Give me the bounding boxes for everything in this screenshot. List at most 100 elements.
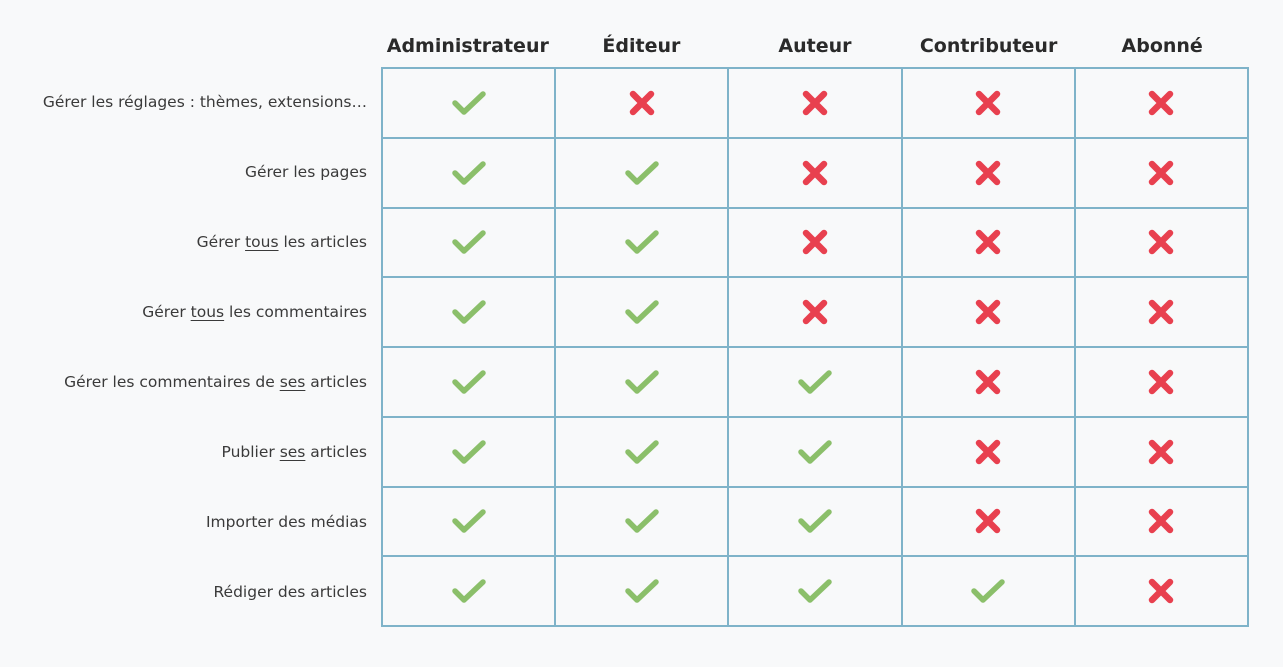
- permission-cell-contributeur: [900, 136, 1076, 209]
- table-row: [380, 346, 1250, 418]
- permission-cell-auteur: [727, 485, 903, 558]
- column-header-administrateur: Administrateur: [386, 35, 549, 57]
- check-icon: [624, 230, 660, 255]
- row-label: Gérer les pages: [0, 137, 367, 207]
- permission-cell-administrateur: [380, 136, 557, 209]
- column-header-contributeur: Contributeur: [919, 35, 1058, 57]
- column-headers: Administrateur Éditeur Auteur Contributeur A…: [381, 30, 1249, 62]
- cross-icon: [801, 230, 829, 255]
- permission-cell-abonne: [1073, 555, 1250, 627]
- row-label: Rédiger des articles: [0, 557, 367, 627]
- permission-cell-editeur: [554, 276, 730, 348]
- check-icon: [970, 579, 1006, 603]
- permission-cell-abonne: [1073, 67, 1250, 139]
- permission-cell-auteur: [727, 136, 903, 209]
- permission-cell-contributeur: [900, 485, 1076, 558]
- row-label-text: Gérer: [142, 303, 191, 321]
- row-label-text: Gérer les commentaires de: [64, 373, 280, 391]
- row-label-text: Publier: [221, 443, 280, 461]
- permission-cell-contributeur: [900, 276, 1076, 348]
- row-label: Gérer tous les commentaires: [0, 277, 367, 347]
- cross-icon: [974, 509, 1002, 534]
- permission-cell-administrateur: [380, 67, 557, 139]
- row-label-text: les commentaires: [224, 303, 367, 321]
- permission-cell-auteur: [727, 276, 903, 348]
- check-icon: [797, 509, 833, 534]
- cross-icon: [1147, 509, 1175, 534]
- permissions-table: [380, 67, 1250, 627]
- row-label-emphasis: tous: [245, 233, 279, 251]
- cross-icon: [1147, 90, 1175, 116]
- permission-cell-abonne: [1073, 206, 1250, 279]
- permission-cell-abonne: [1073, 276, 1250, 348]
- check-icon: [624, 370, 660, 394]
- table-row: [380, 67, 1250, 139]
- check-icon: [624, 579, 660, 603]
- check-icon: [451, 230, 487, 255]
- cross-icon: [974, 439, 1002, 464]
- row-label-text: Gérer les pages: [244, 163, 367, 181]
- row-label: Gérer les commentaires de ses articles: [0, 347, 367, 417]
- permission-cell-editeur: [554, 136, 730, 209]
- row-label-text: Gérer les réglages : thèmes, extensions…: [42, 93, 367, 111]
- row-label: Gérer les réglages : thèmes, extensions…: [0, 67, 367, 137]
- cross-icon: [1147, 578, 1175, 604]
- cross-icon: [974, 230, 1002, 255]
- row-label-emphasis: ses: [279, 443, 306, 461]
- table-row: [380, 276, 1250, 348]
- row-label-emphasis: ses: [279, 373, 306, 391]
- table-row: [380, 485, 1250, 558]
- row-label-text: les articles: [278, 233, 367, 251]
- row-label-emphasis: tous: [190, 303, 225, 321]
- permission-cell-contributeur: [900, 555, 1076, 627]
- cross-icon: [974, 90, 1002, 116]
- row-label-text: Importer des médias: [205, 513, 367, 531]
- table-row: [380, 555, 1250, 627]
- check-icon: [797, 370, 833, 394]
- permission-cell-administrateur: [380, 485, 557, 558]
- cross-icon: [1147, 369, 1175, 395]
- cross-icon: [801, 299, 829, 325]
- check-icon: [451, 160, 487, 185]
- permission-cell-administrateur: [380, 415, 557, 488]
- column-header-editeur: Éditeur: [602, 35, 681, 57]
- check-icon: [451, 439, 487, 464]
- permission-cell-abonne: [1073, 136, 1250, 209]
- permission-cell-auteur: [727, 555, 903, 627]
- check-icon: [451, 300, 487, 324]
- cross-icon: [1147, 160, 1175, 185]
- cross-icon: [801, 90, 829, 116]
- check-icon: [451, 370, 487, 394]
- check-icon: [624, 160, 660, 185]
- row-label-text: articles: [305, 443, 367, 461]
- check-icon: [797, 579, 833, 603]
- check-icon: [451, 91, 487, 115]
- permission-cell-editeur: [554, 206, 730, 279]
- check-icon: [624, 439, 660, 464]
- column-header-abonne: Abonné: [1121, 35, 1203, 57]
- permission-cell-administrateur: [380, 555, 557, 627]
- check-icon: [797, 439, 833, 464]
- permission-cell-contributeur: [900, 346, 1076, 418]
- check-icon: [451, 509, 487, 534]
- check-icon: [451, 579, 487, 603]
- cross-icon: [1147, 299, 1175, 325]
- row-label: Publier ses articles: [0, 417, 368, 487]
- table-row: [380, 415, 1250, 488]
- permission-cell-editeur: [554, 67, 730, 139]
- row-label: Gérer tous les articles: [0, 207, 367, 277]
- column-header-auteur: Auteur: [778, 35, 852, 57]
- cross-icon: [974, 299, 1002, 325]
- permission-cell-administrateur: [380, 276, 557, 348]
- table-row: [380, 206, 1250, 279]
- cross-icon: [1147, 230, 1175, 255]
- permission-cell-auteur: [727, 206, 903, 279]
- check-icon: [624, 300, 660, 324]
- permission-cell-contributeur: [900, 415, 1076, 488]
- cross-icon: [1147, 439, 1175, 464]
- row-label-text: Gérer: [196, 233, 246, 251]
- row-label: Importer des médias: [0, 487, 367, 557]
- permission-cell-editeur: [554, 485, 730, 558]
- cross-icon: [974, 369, 1002, 395]
- table-row: [380, 136, 1250, 209]
